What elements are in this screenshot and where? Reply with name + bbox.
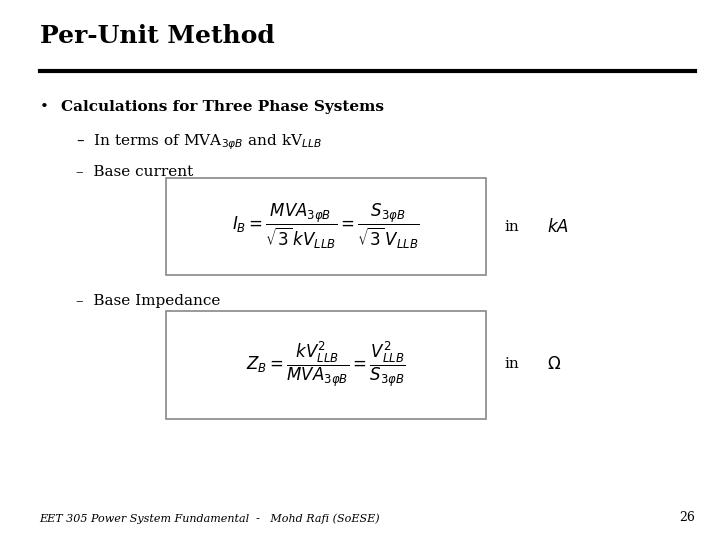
Text: –  Base current: – Base current — [76, 165, 193, 179]
Text: Per-Unit Method: Per-Unit Method — [40, 24, 274, 48]
Text: –  Base Impedance: – Base Impedance — [76, 294, 220, 308]
Text: in: in — [504, 220, 518, 234]
Text: Calculations for Three Phase Systems: Calculations for Three Phase Systems — [61, 100, 384, 114]
Text: 26: 26 — [679, 511, 695, 524]
FancyBboxPatch shape — [166, 310, 486, 419]
Text: •: • — [40, 100, 48, 114]
FancyBboxPatch shape — [166, 178, 486, 275]
Text: –  In terms of MVA$_{3\varphi B}$ and kV$_{LLB}$: – In terms of MVA$_{3\varphi B}$ and kV$… — [76, 132, 322, 152]
Text: $\Omega$: $\Omega$ — [547, 356, 562, 373]
Text: $kA$: $kA$ — [547, 218, 569, 236]
Text: $Z_{B} = \dfrac{kV^{2}_{LLB}}{MVA_{3\varphi B}} = \dfrac{V^{2}_{LLB}}{S_{3\varph: $Z_{B} = \dfrac{kV^{2}_{LLB}}{MVA_{3\var… — [246, 340, 406, 389]
Text: in: in — [504, 357, 518, 372]
Text: EET 305 Power System Fundamental  -   Mohd Rafi (SoESE): EET 305 Power System Fundamental - Mohd … — [40, 513, 380, 524]
Text: $I_{B} = \dfrac{MVA_{3\varphi B}}{\sqrt{3}\,kV_{LLB}} = \dfrac{S_{3\varphi B}}{\: $I_{B} = \dfrac{MVA_{3\varphi B}}{\sqrt{… — [232, 202, 420, 251]
